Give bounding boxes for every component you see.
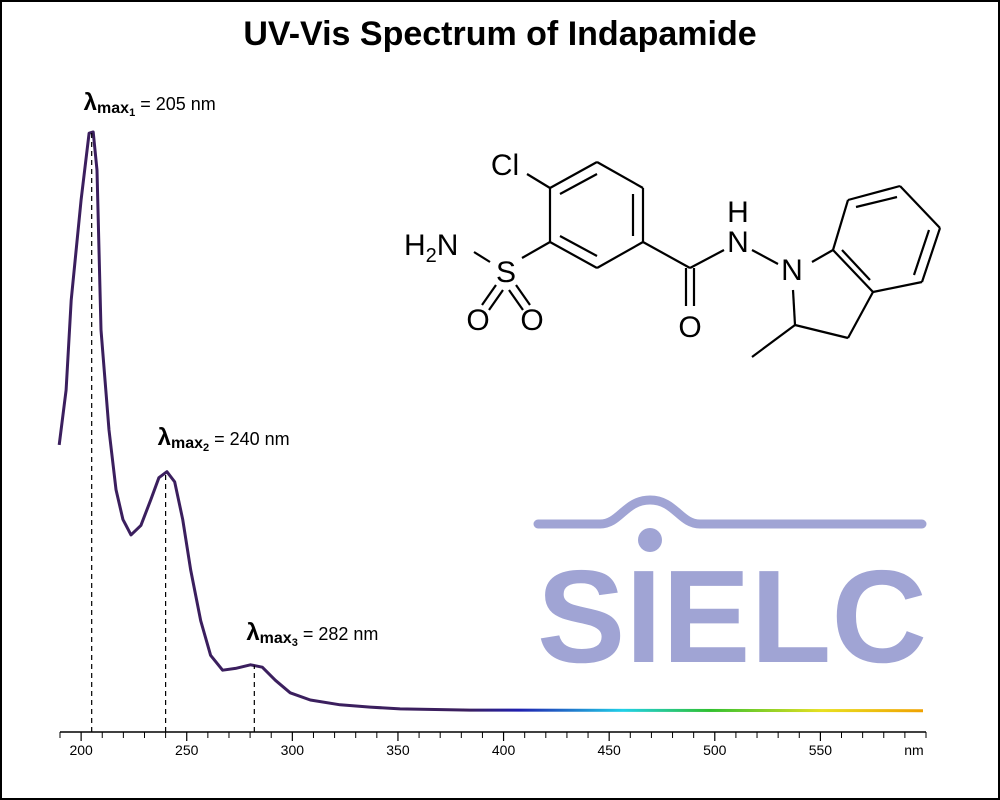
x-tick-label: 400 <box>492 742 516 758</box>
x-tick-label: 550 <box>809 742 833 758</box>
x-tick-label: 450 <box>597 742 621 758</box>
atom-label: O <box>466 304 489 337</box>
x-tick-label: 300 <box>281 742 305 758</box>
peak-text: = 205 nm <box>135 94 216 114</box>
atom-label: H <box>727 196 749 229</box>
logo-text: SIELC <box>537 543 927 690</box>
atom-label: N <box>727 226 749 259</box>
logo-dot <box>638 528 662 552</box>
peak-sub: max <box>97 100 129 117</box>
atom-label: 2 <box>426 245 437 267</box>
molecule: Cl H2N S O O H N O N <box>404 149 942 358</box>
x-tick-label: 250 <box>175 742 199 758</box>
atom-label: O <box>678 311 701 344</box>
atom-label: H <box>404 229 426 262</box>
x-axis-label: nm <box>904 742 923 758</box>
x-tick-label: 500 <box>703 742 727 758</box>
peak-label: λmax3 = 282 nm <box>246 619 378 649</box>
atom-label: N <box>781 254 803 287</box>
peak-index: 3 <box>292 637 298 649</box>
peak-symbol: λ <box>158 424 171 451</box>
peak-index: 2 <box>203 442 209 454</box>
peak-symbol: λ <box>84 89 97 116</box>
peak-label: λmax2 = 240 nm <box>158 424 290 454</box>
atom-label: H2N <box>404 229 458 267</box>
atom-label: O <box>520 304 543 337</box>
logo-arc <box>533 495 927 529</box>
x-tick-label: 200 <box>69 742 93 758</box>
peak-text: = 282 nm <box>298 624 379 644</box>
peak-sub: max <box>171 435 203 452</box>
peak-sub: max <box>260 630 292 647</box>
atom-label: S <box>496 256 516 289</box>
peak-label: λmax1 = 205 nm <box>84 89 216 119</box>
x-tick-label: 350 <box>386 742 410 758</box>
spectrum-line <box>57 130 924 713</box>
logo: SIELC <box>533 495 927 690</box>
atom-label: N <box>437 229 459 262</box>
chart-title: UV-Vis Spectrum of Indapamide <box>243 15 756 53</box>
peak-index: 1 <box>129 107 135 119</box>
peak-text: = 240 nm <box>209 429 290 449</box>
atom-label: Cl <box>491 149 519 182</box>
peak-symbol: λ <box>246 619 259 646</box>
